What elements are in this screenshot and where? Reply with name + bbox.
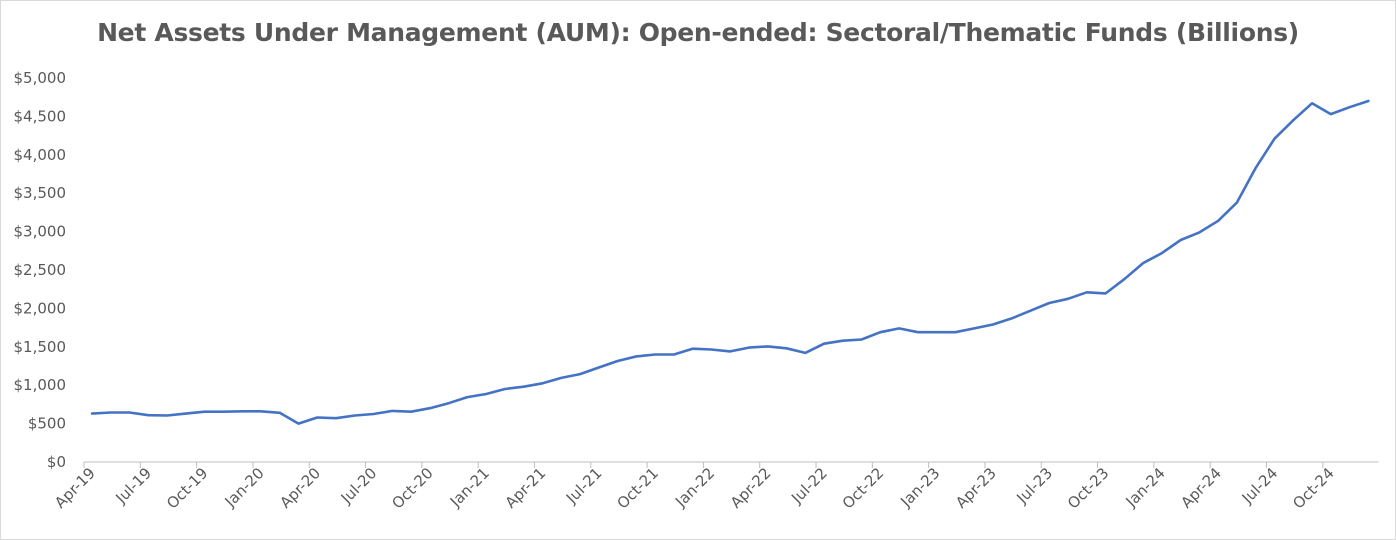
x-tick-label: Oct-21 xyxy=(614,464,662,512)
y-tick-label: $4,500 xyxy=(14,107,67,125)
y-tick-label: $5,000 xyxy=(14,69,67,87)
x-tick-label: Apr-24 xyxy=(1177,464,1225,512)
y-tick-label: $500 xyxy=(28,415,66,433)
x-tick-label: Oct-20 xyxy=(388,464,436,512)
x-tick-label: Oct-22 xyxy=(839,464,887,512)
x-tick-label: Oct-24 xyxy=(1289,464,1337,512)
x-tick-label: Jul-24 xyxy=(1238,464,1282,508)
y-tick-label: $1,000 xyxy=(14,376,67,394)
x-tick-label: Jan-24 xyxy=(1122,464,1169,511)
x-axis: Apr-19 Jul-19 Oct-19 Jan-20 Apr-20 Jul-20 Oct-… xyxy=(51,461,1379,512)
x-tick-label: Jan-21 xyxy=(446,464,493,511)
x-tick-label: Jul-23 xyxy=(1013,464,1057,508)
series-line xyxy=(90,99,1370,425)
x-tick-label: Jul-20 xyxy=(337,464,381,508)
y-tick-label: $2,500 xyxy=(14,261,67,279)
x-tick-label: Oct-19 xyxy=(163,464,211,512)
y-axis: $0 $500 $1,000 $1,500 $2,000 $2,500 $3,000 $3,5… xyxy=(14,69,67,471)
x-tick-label: Jan-22 xyxy=(671,464,718,511)
x-tick-label: Apr-22 xyxy=(727,464,775,512)
x-tick-label: Apr-23 xyxy=(952,464,1000,512)
x-tick-label: Oct-23 xyxy=(1064,464,1112,512)
x-tick-label: Jan-20 xyxy=(221,464,268,511)
y-tick-label: $3,500 xyxy=(14,184,67,202)
x-tick-label: Apr-19 xyxy=(51,464,99,512)
x-tick-label: Jul-22 xyxy=(787,464,831,508)
plot-area xyxy=(90,99,1370,425)
y-tick-label: $2,000 xyxy=(14,299,67,317)
y-tick-label: $1,500 xyxy=(14,338,67,356)
x-tick-label: Jan-23 xyxy=(896,464,943,511)
x-tick-label: Jul-19 xyxy=(112,464,156,508)
y-tick-label: $0 xyxy=(47,453,66,471)
chart-title: Net Assets Under Management (AUM): Open-… xyxy=(97,18,1299,47)
x-tick-label: Apr-20 xyxy=(276,464,324,512)
y-tick-label: $3,000 xyxy=(14,223,67,241)
x-tick-label: Apr-21 xyxy=(502,464,550,512)
y-tick-label: $4,000 xyxy=(14,146,67,164)
x-tick-label: Jul-21 xyxy=(562,464,606,508)
